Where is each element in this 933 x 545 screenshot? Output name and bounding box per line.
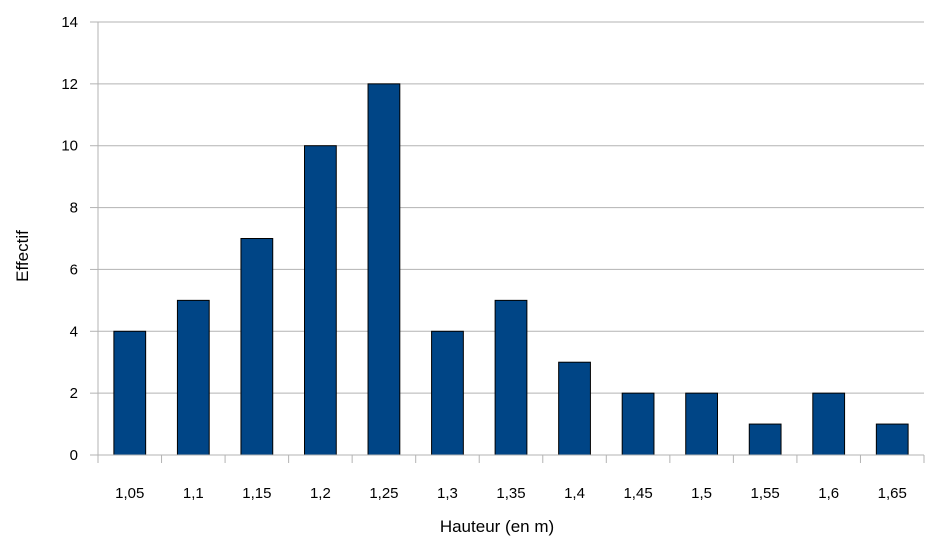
- y-tick-label: 10: [61, 138, 78, 155]
- x-tick-label: 1,25: [369, 485, 398, 502]
- y-tick-label: 8: [70, 200, 78, 217]
- bar: [558, 361, 591, 456]
- bar: [240, 238, 274, 456]
- y-tick-label: 6: [70, 261, 78, 278]
- bar: [367, 83, 401, 456]
- bar: [875, 423, 909, 456]
- bar: [113, 330, 147, 456]
- bar: [685, 392, 719, 456]
- x-tick-label: 1,65: [878, 485, 907, 502]
- bar: [621, 392, 655, 456]
- y-tick-label: 0: [70, 447, 78, 464]
- x-tick-label: 1,35: [496, 485, 525, 502]
- y-tick-label: 2: [70, 385, 78, 402]
- axes: [90, 21, 925, 463]
- bar: [431, 330, 464, 456]
- gridlines: [98, 21, 924, 394]
- bars: [113, 83, 909, 456]
- x-tick-label: 1,15: [242, 485, 271, 502]
- y-tick-label: 4: [70, 323, 78, 340]
- x-tick-label: 1,45: [623, 485, 652, 502]
- x-tick-label: 1,55: [751, 485, 780, 502]
- y-tick-label: 12: [61, 76, 78, 93]
- x-tick-label: 1,6: [818, 485, 839, 502]
- bar: [494, 299, 528, 456]
- x-tick-label: 1,1: [183, 485, 204, 502]
- x-tick-label: 1,5: [691, 485, 712, 502]
- bar: [176, 299, 210, 456]
- y-tick-label: 14: [61, 14, 78, 31]
- y-axis-title: Effectif: [13, 230, 32, 282]
- x-tick-label: 1,05: [115, 485, 144, 502]
- x-tick-labels: 1,05 1,1 1,15 1,2 1,25 1,3 1,35 1,4 1,45 1,5 1,55 1…: [115, 485, 907, 502]
- x-axis-title: Hauteur (en m): [440, 517, 554, 536]
- x-tick-label: 1,4: [564, 485, 585, 502]
- x-tick-label: 1,3: [437, 485, 458, 502]
- bar: [748, 423, 782, 456]
- x-tick-label: 1,2: [310, 485, 331, 502]
- y-tick-labels: 0 2 4 6 8 10 12 14: [61, 14, 78, 464]
- bar: [812, 392, 846, 456]
- bar: [304, 145, 337, 456]
